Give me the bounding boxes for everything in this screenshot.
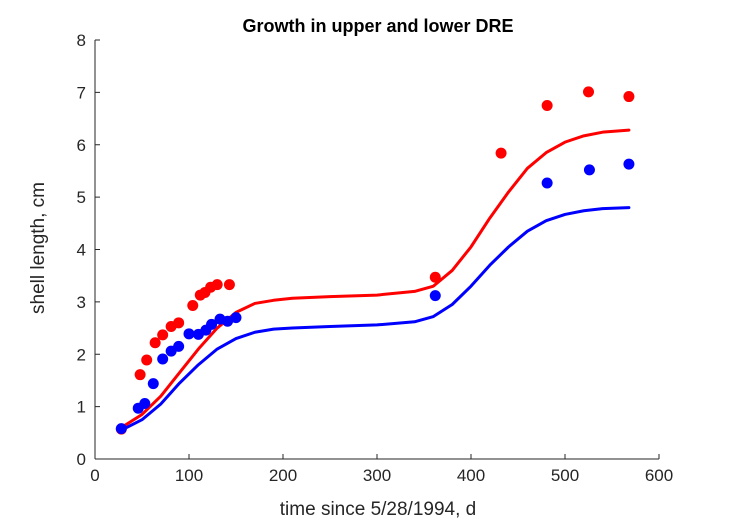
series-1-point-4 — [157, 353, 169, 365]
series-0-point-13 — [429, 271, 441, 283]
y-tick-label: 5 — [77, 188, 86, 207]
series-1-point-12 — [222, 315, 234, 327]
y-axis-label: shell length, cm — [28, 182, 49, 314]
x-tick-label: 600 — [645, 466, 673, 485]
series-1-point-13 — [230, 312, 242, 324]
series-0-point-17 — [623, 91, 635, 103]
x-tick-label: 100 — [175, 466, 203, 485]
series-0-point-16 — [583, 86, 594, 98]
series-2-curve — [119, 128, 631, 430]
series-0-point-4 — [157, 329, 169, 341]
series-1-point-17 — [623, 158, 635, 170]
axes: 0 100 200 300 400 500 600 0 1 2 3 4 5 6 7 8 — [77, 31, 674, 485]
y-tick-label: 8 — [77, 31, 86, 50]
x-tick-label: 0 — [90, 466, 99, 485]
y-tick-label: 2 — [77, 345, 86, 364]
series-1-point-10 — [206, 318, 218, 330]
series-0-point-6 — [173, 317, 185, 329]
x-tick-label: 400 — [457, 466, 485, 485]
series-1-point-3 — [147, 378, 159, 390]
series-1-point-2 — [139, 397, 151, 409]
x-axis-label: time since 5/28/1994, d — [280, 499, 476, 520]
series-1-point-7 — [183, 328, 195, 340]
series-0-point-11 — [211, 279, 223, 291]
y-tick-label: 3 — [77, 293, 86, 312]
series-0-point-1 — [134, 369, 146, 381]
series-0-point-14 — [495, 147, 507, 159]
series-1-point-0 — [115, 423, 127, 435]
series-1-point-15 — [541, 177, 553, 189]
y-tick-label: 4 — [77, 241, 86, 260]
y-tick-label: 1 — [77, 398, 86, 417]
y-tick-label: 0 — [77, 450, 86, 469]
x-tick-label: 200 — [269, 466, 297, 485]
series-0-point-12 — [223, 279, 235, 291]
series-1-point-14 — [429, 290, 441, 302]
y-tick-label: 7 — [77, 83, 86, 102]
chart-title: Growth in upper and lower DRE — [242, 16, 513, 36]
x-tick-label: 300 — [363, 466, 391, 485]
series-1-point-6 — [173, 340, 185, 352]
series-1-point-16 — [583, 164, 595, 176]
series-0-point-7 — [187, 300, 199, 312]
series-0-point-15 — [541, 99, 553, 111]
y-tick-label: 6 — [77, 136, 86, 155]
series-0-point-2 — [141, 354, 153, 366]
series-0-point-3 — [149, 337, 161, 349]
series-3-curve — [119, 206, 631, 432]
x-tick-label: 500 — [551, 466, 579, 485]
plot-area — [115, 86, 635, 435]
